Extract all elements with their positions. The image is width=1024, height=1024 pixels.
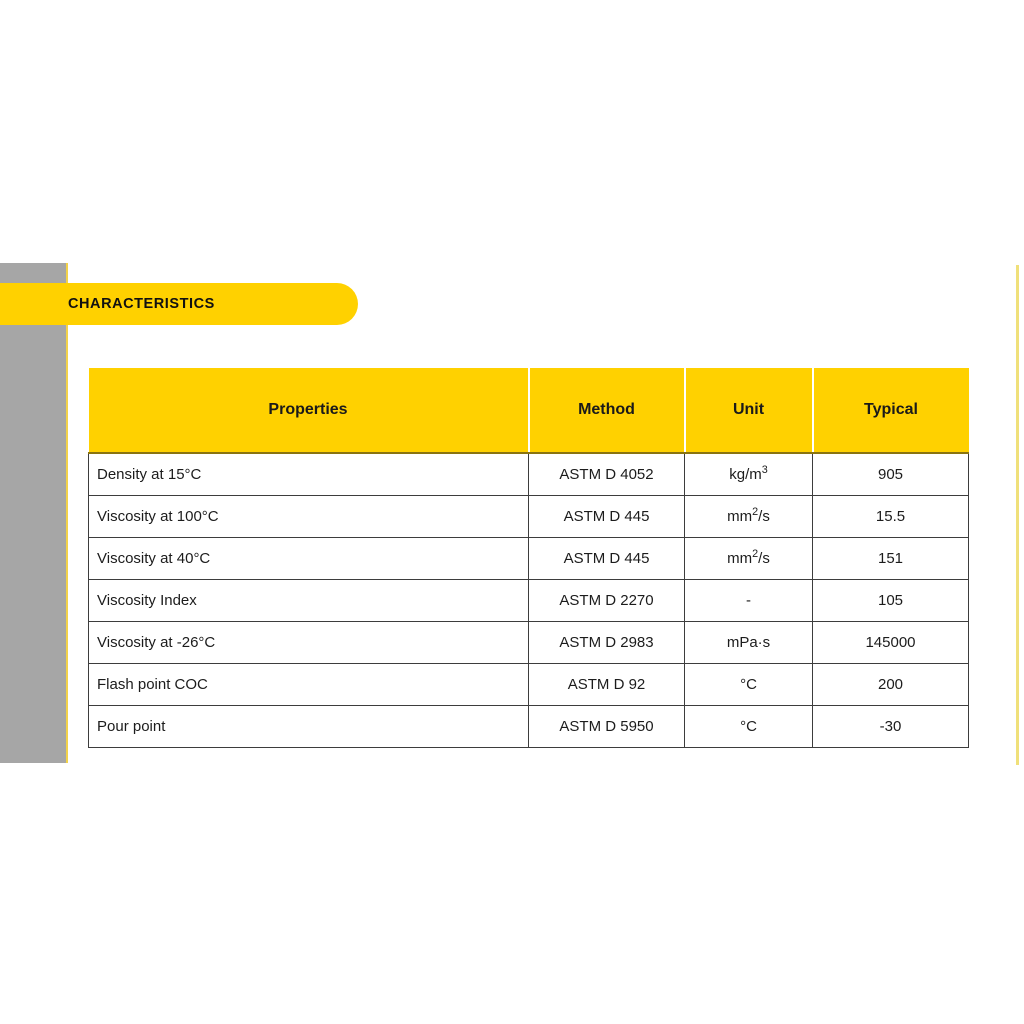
- cell-unit: -: [684, 579, 813, 622]
- cell-typical: 151: [812, 537, 969, 580]
- cell-unit: mm2/s: [684, 495, 813, 538]
- cell-property: Viscosity Index: [88, 579, 529, 622]
- cell-unit: °C: [684, 663, 813, 706]
- table-header: Properties Method Unit Typical: [88, 368, 969, 454]
- column-header-properties: Properties: [88, 368, 530, 454]
- column-header-typical: Typical: [812, 368, 969, 454]
- column-header-method: Method: [528, 368, 686, 454]
- cell-method: ASTM D 5950: [528, 705, 685, 748]
- table-row: Pour point ASTM D 5950 °C -30: [88, 705, 969, 748]
- cell-method: ASTM D 4052: [528, 453, 685, 496]
- column-header-unit: Unit: [684, 368, 814, 454]
- table-row: Density at 15°C ASTM D 4052 kg/m3 905: [88, 453, 969, 496]
- table-row: Viscosity Index ASTM D 2270-105: [88, 579, 969, 622]
- table-row: Viscosity at 40°C ASTM D 445 mm2/s 151: [88, 537, 969, 580]
- cell-property: Flash point COC: [88, 663, 529, 706]
- decorative-left-yellow-rule: [66, 263, 68, 763]
- cell-typical: 105: [812, 579, 969, 622]
- table-row: Viscosity at -26°C ASTM D 2983 mPa·s 145000: [88, 621, 969, 664]
- cell-property: Viscosity at 40°C: [88, 537, 529, 580]
- cell-typical: 200: [812, 663, 969, 706]
- table-header-row: Properties Method Unit Typical: [88, 368, 969, 454]
- cell-method: ASTM D 445: [528, 537, 685, 580]
- decorative-right-yellow-rule: [1016, 265, 1019, 765]
- decorative-gray-sidebar: [0, 263, 66, 763]
- section-banner-label: CHARACTERISTICS: [68, 296, 215, 312]
- cell-method: ASTM D 2270: [528, 579, 685, 622]
- cell-typical: 905: [812, 453, 969, 496]
- cell-property: Viscosity at -26°C: [88, 621, 529, 664]
- cell-method: ASTM D 445: [528, 495, 685, 538]
- cell-unit: kg/m3: [684, 453, 813, 496]
- cell-unit: mPa·s: [684, 621, 813, 664]
- cell-typical: -30: [812, 705, 969, 748]
- characteristics-table: Properties Method Unit Typical Density a…: [88, 368, 969, 748]
- cell-typical: 15.5: [812, 495, 969, 538]
- cell-property: Pour point: [88, 705, 529, 748]
- cell-unit: mm2/s: [684, 537, 813, 580]
- section-banner: CHARACTERISTICS: [0, 283, 358, 325]
- cell-method: ASTM D 92: [528, 663, 685, 706]
- table-body: Density at 15°C ASTM D 4052 kg/m3 905 Viscos…: [88, 453, 969, 748]
- cell-property: Density at 15°C: [88, 453, 529, 496]
- cell-method: ASTM D 2983: [528, 621, 685, 664]
- cell-typical: 145000: [812, 621, 969, 664]
- table-row: Flash point COC ASTM D 92 °C 200: [88, 663, 969, 706]
- cell-unit: °C: [684, 705, 813, 748]
- table-row: Viscosity at 100°C ASTM D 445 mm2/s 15.5: [88, 495, 969, 538]
- cell-property: Viscosity at 100°C: [88, 495, 529, 538]
